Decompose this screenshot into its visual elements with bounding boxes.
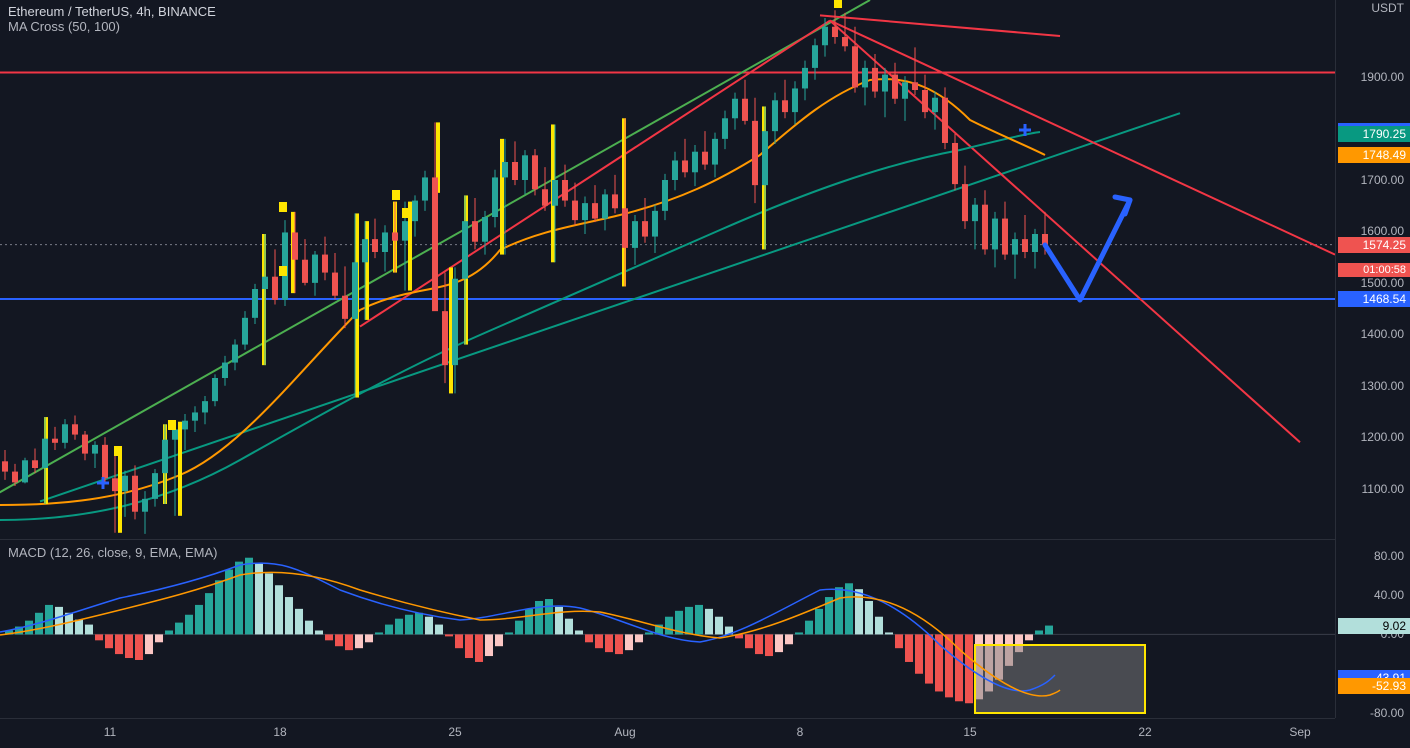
price-chart-svg <box>0 0 1335 540</box>
price-tick: 1900.00 <box>1361 70 1404 84</box>
macd-tick: -80.00 <box>1370 706 1404 720</box>
price-tick: 1100.00 <box>1362 482 1405 496</box>
currency-label: USDT <box>1371 1 1404 15</box>
macd-panel[interactable]: MACD (12, 26, close, 9, EMA, EMA) <box>0 541 1335 718</box>
ma-indicator-label: MA Cross (50, 100) <box>8 19 216 34</box>
price-axis[interactable]: USDT 1100.00 1200.00 1300.00 1400.00 1500.00… <box>1335 0 1410 718</box>
macd-value-label: 9.02 <box>1338 618 1410 634</box>
price-tick: 1700.00 <box>1361 173 1404 187</box>
chart-legend: Ethereum / TetherUS, 4h, BINANCE MA Cros… <box>8 4 216 34</box>
price-label: 1468.54 <box>1338 291 1410 307</box>
time-tick: Aug <box>614 725 635 739</box>
macd-svg <box>0 541 1335 718</box>
price-panel[interactable]: Ethereum / TetherUS, 4h, BINANCE MA Cros… <box>0 0 1335 540</box>
macd-tick: 80.00 <box>1374 549 1404 563</box>
symbol-title: Ethereum / TetherUS, 4h, BINANCE <box>8 4 216 19</box>
time-axis[interactable]: 11 18 25 Aug 8 15 22 Sep <box>0 718 1335 748</box>
price-label: 1790.25 <box>1338 126 1410 142</box>
time-tick: Sep <box>1289 725 1310 739</box>
price-tick: 1400.00 <box>1361 327 1404 341</box>
macd-tick: 40.00 <box>1374 588 1404 602</box>
macd-label: MACD (12, 26, close, 9, EMA, EMA) <box>8 545 218 560</box>
time-tick: 11 <box>104 725 116 739</box>
price-label: 1748.49 <box>1338 147 1410 163</box>
price-tick: 1300.00 <box>1361 379 1404 393</box>
time-tick: 22 <box>1138 725 1151 739</box>
macd-value-label: -52.93 <box>1338 678 1410 694</box>
chart-container: Ethereum / TetherUS, 4h, BINANCE MA Cros… <box>0 0 1410 748</box>
time-tick: 8 <box>797 725 804 739</box>
time-tick: 18 <box>273 725 286 739</box>
countdown: 01:00:58 <box>1338 263 1410 277</box>
price-tick: 1500.00 <box>1361 276 1404 290</box>
price-tick: 1200.00 <box>1361 430 1404 444</box>
time-tick: 25 <box>448 725 461 739</box>
time-tick: 15 <box>963 725 976 739</box>
price-label: 1574.25 <box>1338 237 1410 253</box>
